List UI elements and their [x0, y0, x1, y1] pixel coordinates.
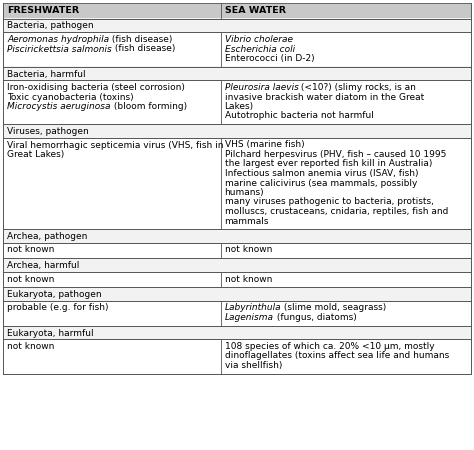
Text: Microcystis aeruginosa: Microcystis aeruginosa [7, 102, 110, 111]
Text: Lagenisma: Lagenisma [225, 313, 273, 322]
Text: marine calicivirus (sea mammals, possibly: marine calicivirus (sea mammals, possibl… [225, 179, 417, 188]
Text: Autotrophic bacteria not harmful: Autotrophic bacteria not harmful [225, 112, 374, 121]
Text: Pleurosira laevis: Pleurosira laevis [225, 83, 299, 92]
Text: invasive brackish water diatom in the Great: invasive brackish water diatom in the Gr… [225, 93, 424, 102]
Text: Eukaryota, harmful: Eukaryota, harmful [7, 328, 94, 338]
Text: not known: not known [7, 342, 55, 351]
Text: Bacteria, harmful: Bacteria, harmful [7, 69, 86, 78]
Text: Piscirickettsia salmonis: Piscirickettsia salmonis [7, 45, 112, 54]
Text: SEA WATER: SEA WATER [225, 6, 286, 15]
Text: (bloom forming): (bloom forming) [110, 102, 187, 111]
Bar [3, 3, 471, 18]
Text: Viral hemorrhagic septicemia virus (VHS, fish in: Viral hemorrhagic septicemia virus (VHS,… [7, 140, 224, 149]
Bar [3, 67, 471, 80]
Text: (slime mold, seagrass): (slime mold, seagrass) [281, 303, 386, 312]
Text: not known: not known [7, 246, 55, 255]
Bar [3, 325, 471, 339]
Bar [3, 32, 471, 67]
Text: humans): humans) [225, 188, 264, 197]
Text: (fish disease): (fish disease) [112, 45, 175, 54]
Bar [3, 287, 471, 301]
Text: (fish disease): (fish disease) [109, 35, 173, 44]
Bar [3, 243, 471, 258]
Text: Lakes): Lakes) [225, 102, 254, 111]
Text: Viruses, pathogen: Viruses, pathogen [7, 127, 89, 136]
Bar [3, 18, 471, 32]
Text: FRESHWATER: FRESHWATER [7, 6, 79, 15]
Text: Archea, pathogen: Archea, pathogen [7, 232, 87, 241]
Text: Eukaryota, pathogen: Eukaryota, pathogen [7, 290, 101, 299]
Text: Vibrio cholerae: Vibrio cholerae [225, 35, 292, 44]
Text: Great Lakes): Great Lakes) [7, 150, 64, 159]
Bar [3, 80, 471, 124]
Text: Bacteria, pathogen: Bacteria, pathogen [7, 22, 94, 31]
Text: Labyrinthula: Labyrinthula [225, 303, 281, 312]
Text: not known: not known [225, 246, 272, 255]
Text: the largest ever reported fish kill in Australia): the largest ever reported fish kill in A… [225, 159, 432, 168]
Text: (<10?) (slimy rocks, is an: (<10?) (slimy rocks, is an [299, 83, 416, 92]
Text: mammals: mammals [225, 216, 269, 225]
Text: (fungus, diatoms): (fungus, diatoms) [273, 313, 356, 322]
Text: dinoflagellates (toxins affect sea life and humans: dinoflagellates (toxins affect sea life … [225, 351, 449, 360]
Bar [3, 258, 471, 271]
Bar [3, 301, 471, 325]
Text: many viruses pathogenic to bacteria, protists,: many viruses pathogenic to bacteria, pro… [225, 198, 434, 207]
Text: Escherichia coli: Escherichia coli [225, 45, 295, 54]
Text: 108 species of which ca. 20% <10 μm, mostly: 108 species of which ca. 20% <10 μm, mos… [225, 342, 434, 351]
Text: Iron-oxidising bacteria (steel corrosion): Iron-oxidising bacteria (steel corrosion… [7, 83, 185, 92]
Bar [3, 124, 471, 138]
Text: Enterococci (in D-2): Enterococci (in D-2) [225, 54, 314, 63]
Text: Toxic cyanobacteria (toxins): Toxic cyanobacteria (toxins) [7, 93, 134, 102]
Text: molluscs, crustaceans, cnidaria, reptiles, fish and: molluscs, crustaceans, cnidaria, reptile… [225, 207, 448, 216]
Bar [3, 229, 471, 243]
Text: VHS (marine fish): VHS (marine fish) [225, 140, 304, 149]
Text: via shellfish): via shellfish) [225, 361, 282, 370]
Bar [3, 339, 471, 374]
Text: probable (e.g. for fish): probable (e.g. for fish) [7, 303, 109, 312]
Text: Infectious salmon anemia virus (ISAV, fish): Infectious salmon anemia virus (ISAV, fi… [225, 169, 418, 178]
Text: Aeromonas hydrophila: Aeromonas hydrophila [7, 35, 109, 44]
Text: Pilchard herpesvirus (PHV, fish – caused 10 1995: Pilchard herpesvirus (PHV, fish – caused… [225, 150, 446, 159]
Text: not known: not known [7, 274, 55, 284]
Bar [3, 138, 471, 229]
Bar [3, 271, 471, 287]
Text: not known: not known [225, 274, 272, 284]
Text: Archea, harmful: Archea, harmful [7, 261, 79, 270]
